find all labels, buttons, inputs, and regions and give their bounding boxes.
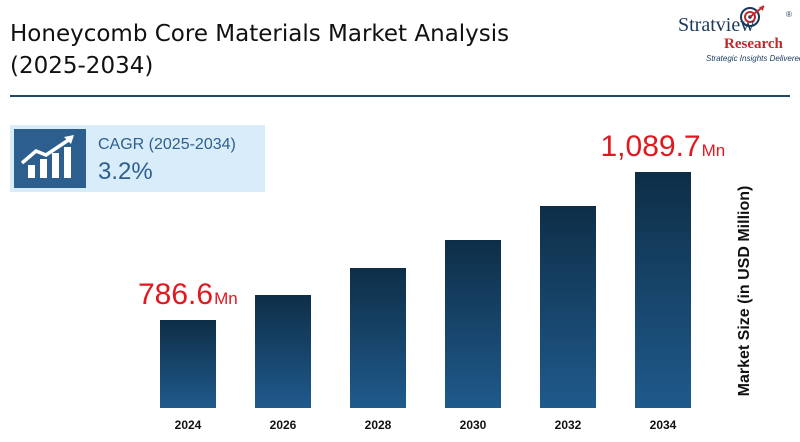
bar-2028 [350,268,406,408]
logo-registered-mark: ® [786,10,792,19]
title-line-1: Honeycomb Core Materials Market Analysis [10,21,510,47]
title-line-2: (2025-2034) [10,53,154,79]
logo-research: Research [724,36,783,52]
target-globe-icon [740,5,765,27]
bar-2034 [635,172,691,408]
bar-2030 [445,239,501,408]
data-label-unit: Mn [701,141,726,160]
data-label-value: 786.6 [138,278,214,311]
data-label-unit: Mn [214,289,238,308]
bar-2032 [540,206,596,408]
bar-2026 [255,294,311,408]
cagr-value: 3.2% [98,158,153,185]
bar-2024 [160,320,216,408]
x-tick-label: 2032 [554,418,582,432]
logo-tagline: Strategic Insights Delivered [706,54,800,63]
cagr-label: CAGR (2025-2034) [98,136,236,153]
logo-brand: Stratview [678,14,755,36]
x-tick-label: 2026 [269,418,297,432]
data-label-value: 1,089.7 [600,130,701,163]
y-axis-label: Market Size (in USD Million) [736,185,753,397]
x-tick-label: 2024 [174,418,202,432]
brand-logo: Stratview ® Research Strategic Insights … [676,4,800,66]
x-tick-label: 2030 [459,418,487,432]
x-tick-label: 2028 [364,418,392,432]
x-tick-label: 2034 [649,418,677,432]
data-label-2034: 1,089.7Mn [601,132,726,166]
growth-chart-icon [14,129,86,188]
data-label-2024: 786.6Mn [138,280,238,314]
header-divider [10,95,790,97]
cagr-card: CAGR (2025-2034) 3.2% [10,125,265,192]
page-title: Honeycomb Core Materials Market Analysis… [10,18,570,82]
